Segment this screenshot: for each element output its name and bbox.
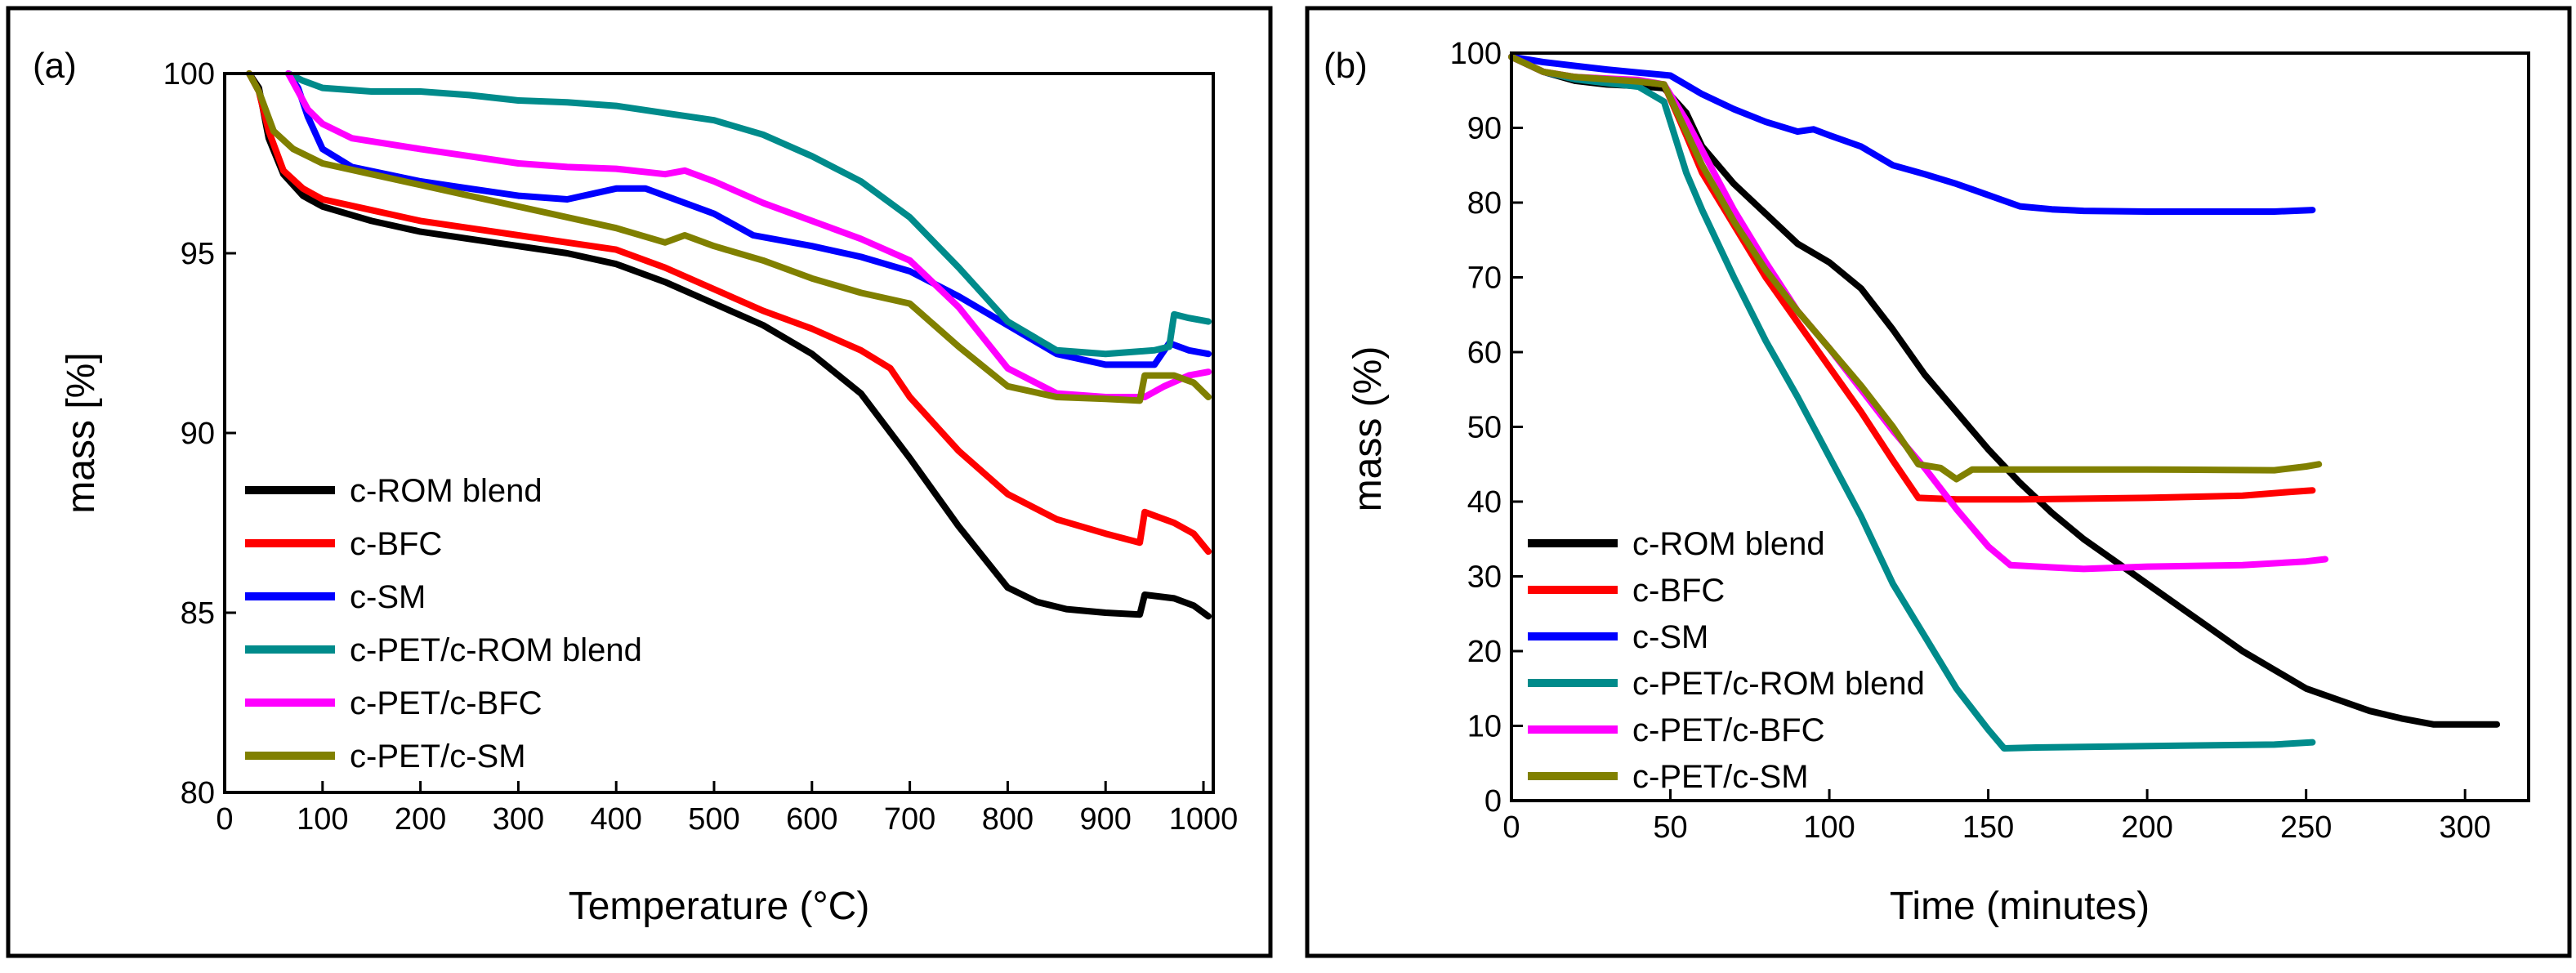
panel-b: (b) 0 50 100 150 200 250 300 0 10 20 30 40 50 60 70 80 9… — [1305, 6, 2572, 958]
panel-b-x-tick-label: 300 — [2439, 810, 2490, 845]
panel-a-legend-label: c-PET/c-BFC — [350, 685, 542, 721]
panel-b-series-c-pet-c-rom-blend — [1508, 53, 2316, 752]
panel-b-y-tick-label: 30 — [1467, 560, 1502, 595]
panel-b-y-tick-label: 50 — [1467, 411, 1502, 445]
panel-b-x-tick-label: 150 — [1962, 810, 2014, 845]
panel-b-y-tick-label: 90 — [1467, 112, 1502, 146]
panel-b-plot-area — [1510, 51, 2530, 802]
panel-a-frame — [6, 6, 1273, 958]
panel-a-x-tick-label: 100 — [297, 802, 348, 837]
panel-b-label: (b) — [1324, 46, 1368, 86]
panel-b-x-tick-label: 100 — [1803, 810, 1855, 845]
panel-b-y-tick-label: 20 — [1467, 635, 1502, 669]
panel-b-y-tick-label: 40 — [1467, 485, 1502, 520]
panel-b-legend-label: c-SM — [1632, 619, 1708, 655]
panel-a-y-tick-label: 90 — [181, 417, 215, 451]
panel-b-x-tick-label: 50 — [1653, 810, 1687, 845]
panel-a-x-tick-label: 0 — [216, 802, 233, 837]
panel-b-y-tick-label: 60 — [1467, 336, 1502, 370]
panel-b-legend-label: c-BFC — [1632, 573, 1725, 609]
panel-a-y-tick-label: 100 — [163, 57, 215, 91]
panel-a-y-tick-label: 80 — [181, 776, 215, 810]
panel-a-x-tick-label: 500 — [688, 802, 739, 837]
panel-a-series — [246, 70, 1212, 620]
panel-b-series-c-pet-c-sm — [1508, 53, 2323, 483]
panel-b-legend-label: c-ROM blend — [1632, 526, 1825, 562]
panel-a-series-c-pet-c-sm — [246, 70, 1212, 404]
panel-a-x-tick-label: 400 — [591, 802, 642, 837]
panel-a-legend: c-ROM blend c-BFC c-SM c-PET/c-ROM blend c-P… — [245, 473, 642, 774]
panel-b-x-tick-label: 200 — [2121, 810, 2172, 845]
panel-a-legend-label: c-BFC — [350, 526, 442, 562]
panel-a-x-tick-label: 1000 — [1169, 802, 1239, 837]
panel-b-x-tick-label: 0 — [1502, 810, 1520, 845]
panel-a-label: (a) — [33, 46, 77, 86]
panel-a-legend-label: c-ROM blend — [350, 473, 542, 509]
panel-a-x-tick-label: 300 — [493, 802, 544, 837]
panel-a-y-tick-label: 85 — [181, 596, 215, 631]
panel-b-legend-label: c-PET/c-SM — [1632, 759, 1809, 795]
panel-b-y-tick-label: 70 — [1467, 261, 1502, 296]
panel-a: (a) 0 100 200 300 400 500 600 700 800 900 1000 80 85… — [6, 6, 1273, 958]
panel-b-legend-label: c-PET/c-BFC — [1632, 712, 1825, 748]
panel-b-x-axis-label: Time (minutes) — [1890, 885, 2150, 928]
panel-a-ticks: 0 100 200 300 400 500 600 700 800 900 1000 80 85 90 95… — [163, 57, 1239, 837]
panel-a-y-axis-label: mass [%] — [60, 352, 103, 513]
panel-b-y-tick-label: 0 — [1484, 784, 1502, 819]
panel-a-series-c-pet-c-rom-blend — [284, 70, 1212, 358]
panel-b-legend-label: c-PET/c-ROM blend — [1632, 666, 1925, 702]
panel-a-legend-label: c-PET/c-ROM blend — [350, 632, 642, 668]
panel-a-legend-label: c-SM — [350, 579, 426, 615]
panel-a-legend-label: c-PET/c-SM — [350, 739, 526, 774]
panel-a-x-tick-label: 900 — [1080, 802, 1132, 837]
panel-a-x-tick-label: 600 — [786, 802, 837, 837]
panel-b-ticks: 0 50 100 150 200 250 300 0 10 20 30 40 50 60 70 80 90 100 — [1450, 37, 2491, 845]
panel-a-x-axis-label: Temperature (°C) — [569, 885, 870, 928]
panel-b-x-tick-label: 250 — [2280, 810, 2332, 845]
panel-b-series — [1508, 53, 2501, 752]
panel-a-x-tick-label: 700 — [884, 802, 935, 837]
panel-a-x-tick-label: 200 — [395, 802, 446, 837]
panel-b-y-tick-label: 80 — [1467, 186, 1502, 221]
panel-a-y-tick-label: 95 — [181, 237, 215, 271]
panel-b-series-c-sm — [1508, 53, 2316, 215]
panel-b-y-axis-label: mass (%) — [1346, 346, 1390, 512]
panel-b-y-tick-label: 100 — [1450, 37, 1502, 71]
panel-b-legend: c-ROM blend c-BFC c-SM c-PET/c-ROM blend c-P… — [1528, 526, 1925, 795]
panel-a-series-c-rom-blend — [246, 70, 1212, 620]
panel-a-plot-area — [223, 72, 1215, 794]
panel-a-x-tick-label: 800 — [982, 802, 1034, 837]
panel-b-y-tick-label: 10 — [1467, 710, 1502, 744]
panel-a-series-c-bfc — [246, 70, 1212, 556]
